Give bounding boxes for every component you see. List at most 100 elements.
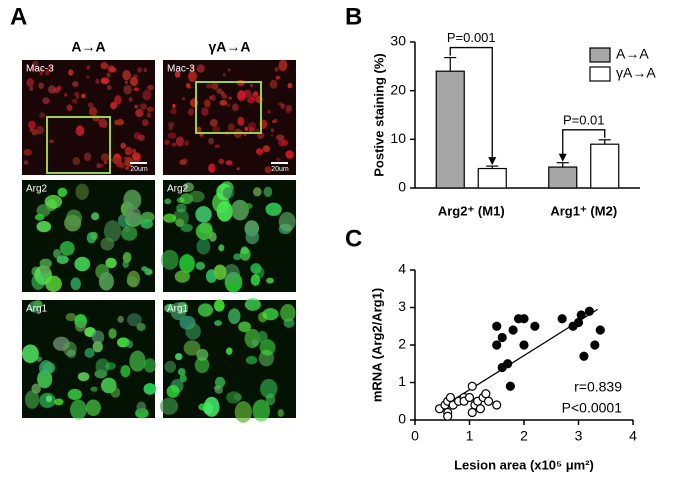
y-tick-label: 3	[398, 298, 406, 314]
zoom-box	[195, 81, 262, 134]
cell	[263, 186, 273, 198]
cell	[108, 328, 117, 339]
cell	[187, 70, 197, 83]
cell	[42, 97, 50, 105]
point	[475, 404, 485, 414]
cell	[81, 93, 86, 99]
cell	[227, 68, 231, 72]
cell	[164, 198, 172, 205]
cell	[265, 393, 276, 406]
cell	[262, 145, 271, 153]
cell	[137, 67, 143, 73]
cell	[101, 121, 108, 129]
stat-annotation: P<0.0001	[562, 400, 623, 416]
cell	[74, 91, 80, 98]
cell	[199, 133, 204, 137]
cell	[91, 330, 105, 345]
cell	[125, 206, 142, 225]
p-value: P=0.01	[563, 112, 605, 127]
cell	[28, 120, 36, 129]
point	[576, 310, 586, 320]
cell	[95, 78, 100, 84]
cell	[23, 160, 29, 165]
cell	[44, 194, 63, 209]
cell	[177, 367, 186, 376]
bracket-line	[562, 129, 606, 156]
y-tick-label: 4	[398, 261, 406, 277]
cell	[75, 125, 85, 137]
cell	[287, 82, 293, 89]
row-label: Mac-3	[167, 64, 195, 75]
cell	[208, 95, 213, 100]
cell	[275, 75, 281, 80]
x-axis-title: Lesion area (x10⁵ μm²)	[454, 457, 594, 472]
cell	[146, 106, 154, 112]
point	[464, 392, 475, 403]
point	[497, 362, 507, 373]
cell	[166, 384, 180, 398]
cell	[278, 60, 288, 72]
cell	[120, 364, 131, 378]
y-tick-label: 0	[398, 179, 406, 195]
cell	[64, 214, 82, 232]
stat-annotation: r=0.839	[574, 379, 622, 395]
cell	[244, 298, 261, 311]
cell	[257, 331, 268, 344]
cell	[274, 67, 279, 72]
cell	[225, 347, 233, 355]
x-tick-label: 4	[629, 428, 637, 444]
cell	[75, 183, 89, 200]
cell	[206, 83, 214, 89]
cell	[182, 97, 186, 100]
cell	[142, 89, 152, 101]
cell	[31, 383, 41, 394]
cell	[86, 75, 90, 79]
cell	[265, 202, 282, 216]
cell	[258, 312, 268, 323]
cell	[160, 397, 179, 415]
column-label: γA→A	[208, 39, 250, 55]
cell	[140, 218, 153, 229]
cell	[218, 158, 225, 165]
cell	[234, 401, 252, 423]
bar	[548, 166, 578, 189]
y-tick-label: 1	[398, 373, 406, 389]
cell	[226, 103, 231, 107]
cell	[45, 275, 62, 293]
cell	[179, 374, 187, 383]
cell	[134, 104, 139, 109]
cell	[201, 107, 209, 116]
cell	[139, 103, 148, 110]
cell	[280, 103, 285, 109]
point	[557, 314, 567, 324]
cell	[100, 77, 110, 85]
cell	[31, 66, 35, 71]
point	[584, 306, 595, 316]
cell	[31, 128, 38, 136]
cell	[174, 352, 183, 361]
cell	[124, 146, 133, 156]
x-tick-label: 1	[466, 428, 474, 444]
cell	[122, 70, 131, 81]
bar	[477, 167, 507, 189]
cell	[141, 266, 148, 272]
cell	[195, 261, 206, 270]
cell	[70, 399, 87, 420]
cell	[77, 372, 90, 382]
cell	[29, 86, 34, 92]
cell	[245, 229, 260, 245]
cell	[228, 96, 233, 100]
cell	[211, 82, 219, 91]
cell	[39, 112, 46, 119]
cell	[117, 315, 124, 323]
cell	[110, 387, 121, 398]
cell	[273, 118, 278, 123]
cell	[285, 150, 294, 159]
legend-swatch	[589, 66, 611, 82]
cell	[95, 358, 110, 374]
cell	[196, 126, 202, 133]
cell	[63, 93, 68, 97]
cell	[195, 206, 212, 223]
cell	[133, 87, 139, 92]
